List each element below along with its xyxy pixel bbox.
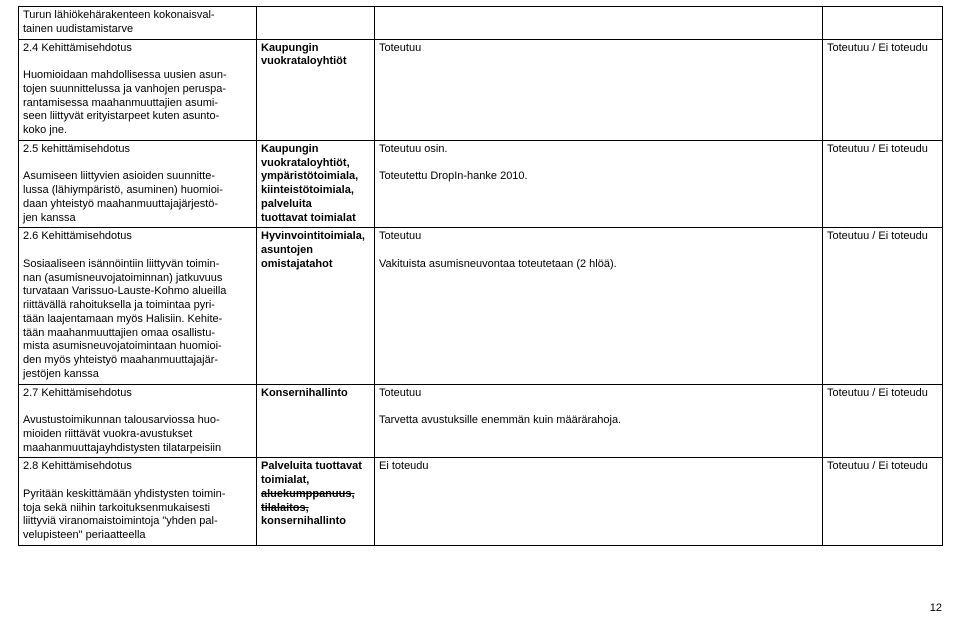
status-cell: Toteutuu <box>375 39 823 140</box>
desc-cell: 2.4 Kehittämisehdotus Huomioidaan mahdoll… <box>19 39 257 140</box>
row-body: Pyritään keskittämään yhdistysten toimin… <box>23 488 252 543</box>
table-row: 2.4 Kehittämisehdotus Huomioidaan mahdoll… <box>19 39 943 140</box>
actor-cell: Palveluita tuottavattoimialat,aluekumppa… <box>257 458 375 546</box>
actor-cell <box>257 7 375 40</box>
result-cell: Toteutuu / Ei toteudu <box>823 228 943 384</box>
desc-cell: 2.7 Kehittämisehdotus Avustustoimikunnan … <box>19 384 257 458</box>
table-row: Turun lähiökehärakenteen kokonaisval-tai… <box>19 7 943 40</box>
desc-cell: 2.5 kehittämisehdotus Asumiseen liittyvie… <box>19 140 257 228</box>
table-row: 2.6 Kehittämisehdotus Sosiaaliseen isännö… <box>19 228 943 384</box>
actor-strike: aluekumppanuus,tilalaitos, <box>261 488 355 514</box>
row-body: Asumiseen liittyvien asioiden suunnitte-… <box>23 170 252 225</box>
actor-text: Palveluita tuottavattoimialat, <box>261 460 362 486</box>
desc-cell: Turun lähiökehärakenteen kokonaisval-tai… <box>19 7 257 40</box>
actor-cell: Kaupunginvuokrataloyhtiöt <box>257 39 375 140</box>
result-cell: Toteutuu / Ei toteudu <box>823 384 943 458</box>
table-row: 2.7 Kehittämisehdotus Avustustoimikunnan … <box>19 384 943 458</box>
desc-cell: 2.6 Kehittämisehdotus Sosiaaliseen isännö… <box>19 228 257 384</box>
row-heading: 2.7 Kehittämisehdotus <box>23 387 252 401</box>
actor-cell: Hyvinvointitoimiala,asuntojenomistajatah… <box>257 228 375 384</box>
status-cell: Toteutuu osin.Toteutettu DropIn-hanke 20… <box>375 140 823 228</box>
row-body: Huomioidaan mahdollisessa uusien asun-to… <box>23 69 252 138</box>
main-table: Turun lähiökehärakenteen kokonaisval-tai… <box>18 6 943 546</box>
row-heading: 2.8 Kehittämisehdotus <box>23 460 252 474</box>
result-cell: Toteutuu / Ei toteudu <box>823 39 943 140</box>
row-heading: 2.4 Kehittämisehdotus <box>23 42 252 56</box>
result-cell: Toteutuu / Ei toteudu <box>823 140 943 228</box>
row-heading: 2.6 Kehittämisehdotus <box>23 230 252 244</box>
actor-text: Kaupunginvuokrataloyhtiöt,ympäristötoimi… <box>261 143 358 224</box>
table-row: 2.5 kehittämisehdotus Asumiseen liittyvie… <box>19 140 943 228</box>
actor-text: Konsernihallinto <box>261 387 348 399</box>
row-body: Turun lähiökehärakenteen kokonaisval-tai… <box>23 9 252 37</box>
row-body: Avustustoimikunnan talousarviossa huo-mi… <box>23 414 252 455</box>
actor-text: Hyvinvointitoimiala,asuntojenomistajatah… <box>261 230 365 270</box>
result-cell <box>823 7 943 40</box>
actor-cell: Konsernihallinto <box>257 384 375 458</box>
actor-cell: Kaupunginvuokrataloyhtiöt,ympäristötoimi… <box>257 140 375 228</box>
page-number: 12 <box>930 602 942 614</box>
status-cell: ToteutuuVakituista asumisneuvontaa toteu… <box>375 228 823 384</box>
actor-text: Kaupunginvuokrataloyhtiöt <box>261 42 347 68</box>
status-cell: ToteutuuTarvetta avustuksille enemmän ku… <box>375 384 823 458</box>
status-cell: Ei toteudu <box>375 458 823 546</box>
desc-cell: 2.8 Kehittämisehdotus Pyritään keskittämä… <box>19 458 257 546</box>
result-cell: Toteutuu / Ei toteudu <box>823 458 943 546</box>
row-heading: 2.5 kehittämisehdotus <box>23 143 252 157</box>
actor-after: konsernihallinto <box>261 515 346 527</box>
row-body: Sosiaaliseen isännöintiin liittyvän toim… <box>23 258 252 382</box>
table-row: 2.8 Kehittämisehdotus Pyritään keskittämä… <box>19 458 943 546</box>
status-cell <box>375 7 823 40</box>
